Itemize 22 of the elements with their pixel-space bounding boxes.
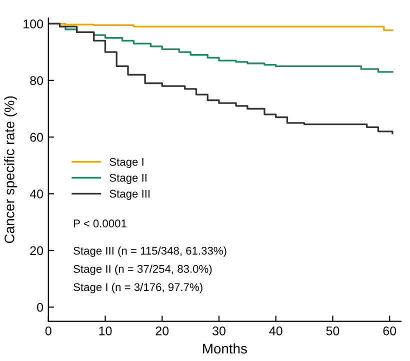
- x-tick-label: 20: [156, 326, 169, 336]
- y-tick-label: 60: [30, 132, 44, 142]
- legend-label: Stage I: [110, 158, 144, 168]
- x-tick-label: 0: [45, 326, 52, 336]
- y-tick-label: 100: [24, 20, 44, 28]
- annotation: Stage III (n = 115/348, 61.33%): [74, 246, 226, 257]
- y-tick-label: 0: [37, 302, 44, 312]
- x-tick-label: 50: [326, 326, 340, 336]
- y-tick-label: 80: [30, 76, 44, 86]
- annotation: P < 0.0001: [74, 220, 126, 228]
- x-tick-label: 40: [269, 326, 282, 336]
- annotation: Stage II (n = 37/254, 83.0%): [74, 264, 212, 276]
- legend-label: Stage III: [110, 190, 150, 200]
- x-tick-label: 60: [383, 326, 396, 336]
- x-axis-title: Months: [203, 343, 247, 354]
- annotation: Stage I (n = 3/176, 97.7%): [74, 282, 202, 294]
- y-tick-label: 20: [30, 246, 44, 256]
- x-tick-label: 10: [99, 326, 112, 336]
- legend-label: Stage II: [110, 174, 146, 184]
- y-tick-label: 40: [30, 190, 44, 198]
- x-tick-label: 30: [212, 326, 226, 336]
- y-axis-title: Cancer specific rate (%): [4, 96, 18, 244]
